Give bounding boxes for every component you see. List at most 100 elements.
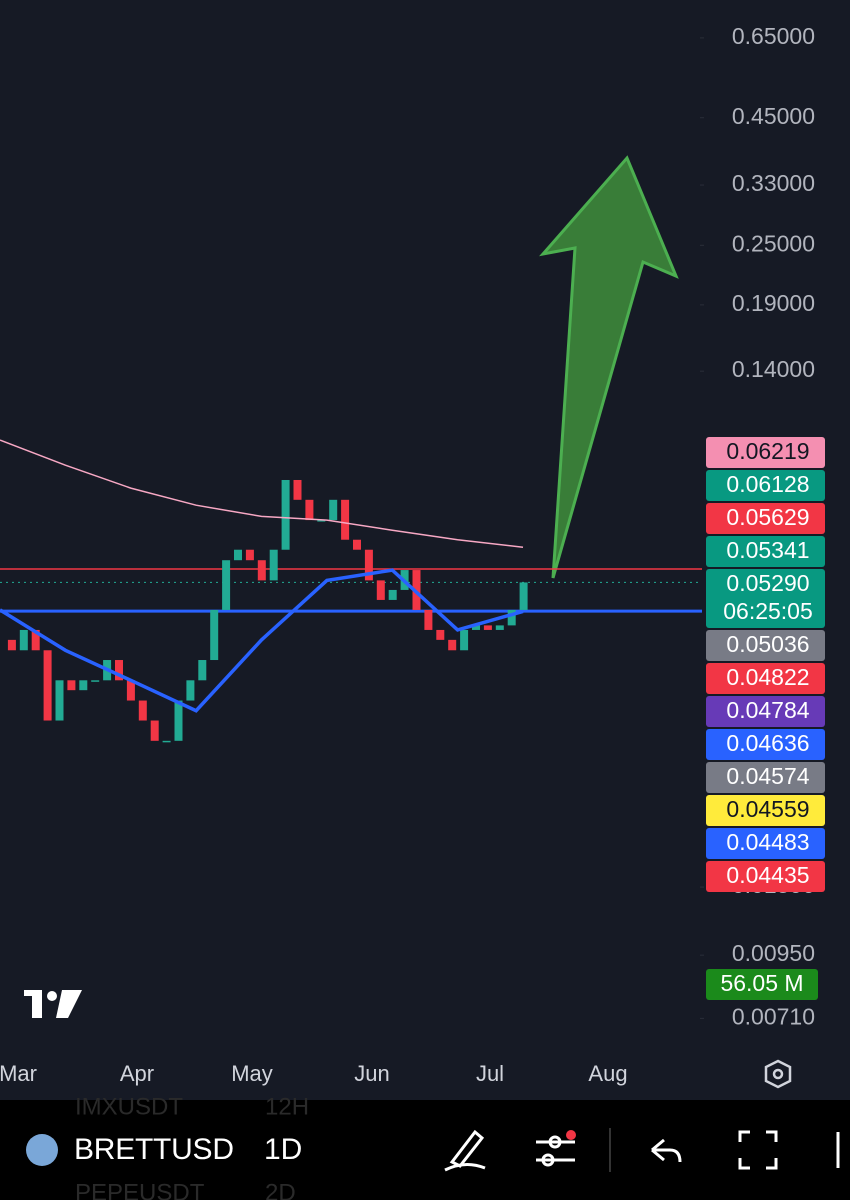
- price-tag: [706, 470, 825, 501]
- x-tick-label: Aug: [588, 1061, 627, 1086]
- candle: [257, 560, 266, 581]
- price-tag-label: 0.04435: [726, 862, 809, 888]
- x-tick-label: Jun: [354, 1061, 389, 1086]
- interval[interactable]: 1D: [264, 1133, 302, 1166]
- candle: [448, 639, 457, 651]
- draw-icon[interactable]: [444, 1129, 486, 1172]
- price-tag-label: 0.05290: [726, 570, 809, 596]
- price-tag: [706, 503, 825, 534]
- price-tag: [706, 828, 825, 859]
- x-tick-label: May: [231, 1061, 273, 1086]
- y-tick-label: 0.00950: [732, 940, 815, 966]
- candle: [91, 680, 100, 682]
- candle: [507, 609, 516, 626]
- candle: [234, 549, 242, 561]
- candle: [424, 609, 433, 630]
- candle: [305, 499, 314, 521]
- candle: [210, 609, 219, 661]
- ghost-symbol: IMXUSDT: [75, 1093, 183, 1120]
- symbol[interactable]: BRETTUSD: [74, 1133, 234, 1166]
- notification-dot: [566, 1130, 576, 1140]
- moving-average: [0, 568, 524, 713]
- price-tag: [706, 696, 825, 727]
- price-tag-label: 0.05036: [726, 631, 809, 657]
- settings-icon[interactable]: [764, 1059, 792, 1089]
- candle: [115, 660, 123, 681]
- volume-tag-label: 56.05 M: [720, 970, 803, 996]
- price-tag-label: 0.04636: [726, 730, 809, 756]
- candle: [436, 629, 445, 640]
- plot: 0.65000 0.45000 0.33000 0.25000 0.19000 0.140…: [0, 23, 825, 1086]
- y-tick-label: 0.00710: [732, 1003, 815, 1029]
- candle: [281, 479, 290, 550]
- logo: [24, 990, 82, 1018]
- ghost-symbol: PEPEUSDT: [75, 1179, 205, 1200]
- toolbar: [0, 1100, 850, 1200]
- candle: [79, 680, 88, 691]
- volume-tag: [706, 969, 818, 1000]
- price-tag: [706, 861, 825, 892]
- ghost-interval: 12H: [265, 1093, 309, 1120]
- price-tag: [706, 569, 825, 628]
- price-tag-label: 0.04574: [726, 763, 809, 789]
- price-tag-label: 0.06219: [726, 438, 809, 464]
- price-tag: [706, 536, 825, 567]
- price-tag: [706, 663, 825, 694]
- price-tag: [706, 437, 825, 468]
- x-tick-label: Apr: [120, 1061, 154, 1086]
- candle: [150, 720, 159, 741]
- price-tag: [706, 762, 825, 793]
- x-tick-label: Mar: [0, 1061, 37, 1086]
- candle: [245, 549, 254, 561]
- price-tag: [706, 729, 825, 760]
- countdown: 06:25:05: [723, 598, 813, 624]
- price-tag-label: 0.04483: [726, 829, 809, 855]
- y-tick-label: 0.25000: [732, 230, 815, 256]
- candle: [19, 629, 28, 651]
- y-tick-label: 0.19000: [732, 290, 815, 316]
- price-tag-label: 0.04822: [726, 664, 809, 690]
- candle: [67, 680, 76, 691]
- price-tag: [706, 795, 825, 826]
- candle: [31, 629, 40, 651]
- candle: [341, 499, 350, 540]
- candle: [483, 625, 492, 630]
- candle: [293, 479, 302, 500]
- candle: [198, 660, 207, 681]
- y-tick-label: 0.45000: [732, 103, 815, 129]
- indicators-icon[interactable]: [536, 1135, 575, 1167]
- price-tag-label: 0.06128: [726, 471, 809, 497]
- symbol-icon[interactable]: [26, 1134, 58, 1166]
- price-tag-label: 0.04559: [726, 796, 809, 822]
- candle: [138, 700, 147, 721]
- candle: [55, 680, 64, 721]
- candle: [317, 520, 326, 522]
- arrow-annotation: [539, 155, 679, 579]
- candle: [472, 625, 480, 630]
- y-tick-label: 0.65000: [732, 23, 815, 49]
- undo-icon[interactable]: [651, 1138, 682, 1163]
- candle: [364, 549, 373, 581]
- candle: [376, 580, 385, 600]
- candle: [186, 680, 195, 701]
- price-tag: [706, 630, 825, 661]
- fullscreen-icon[interactable]: [738, 1130, 778, 1170]
- candle: [162, 740, 171, 743]
- price-tag-label: 0.04784: [726, 697, 809, 723]
- candle: [353, 539, 361, 550]
- candle: [460, 629, 469, 651]
- moving-average: [0, 439, 524, 549]
- y-tick-label: 0.33000: [732, 170, 815, 196]
- price-tags: 0.06219 0.06128 0.05629 0.05341 0.0529006:25…: [706, 437, 825, 1000]
- candle: [519, 582, 528, 610]
- x-tick-label: Jul: [476, 1061, 504, 1086]
- candle: [222, 560, 231, 610]
- candle: [388, 589, 397, 600]
- candle: [329, 499, 338, 521]
- y-tick-label: 0.14000: [732, 356, 815, 382]
- candle: [7, 639, 16, 651]
- price-tag-label: 0.05341: [726, 537, 809, 563]
- candle: [43, 650, 52, 721]
